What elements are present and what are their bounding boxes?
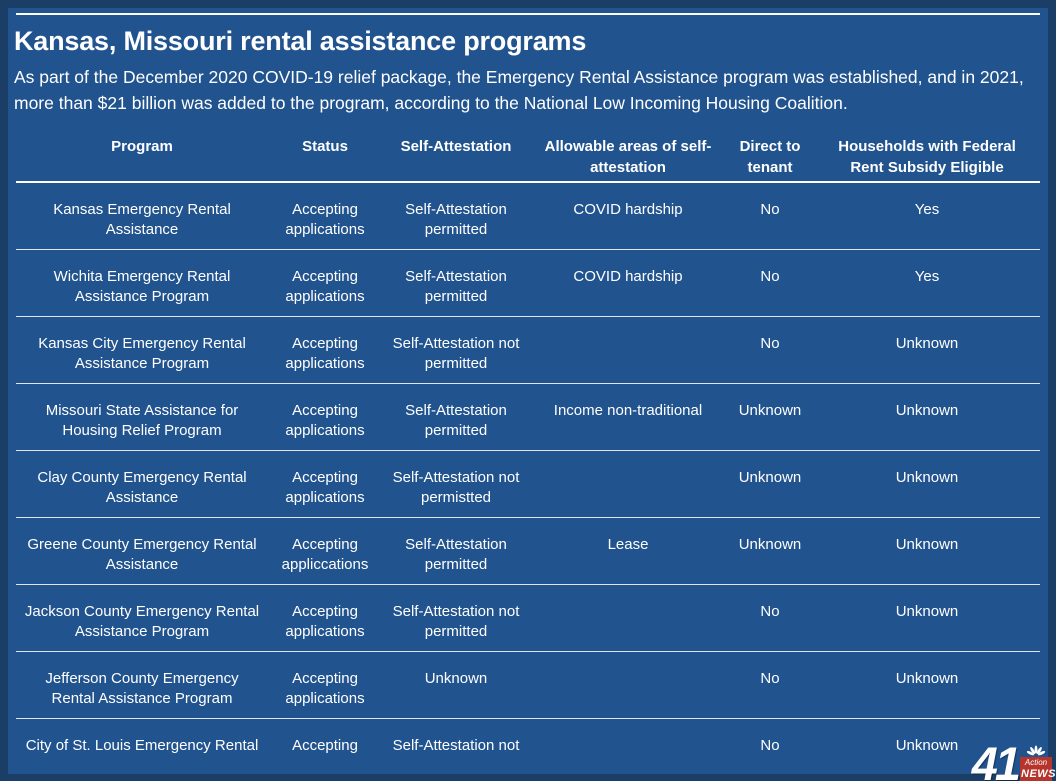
table-cell: No bbox=[760, 201, 780, 218]
header-cell-program: Program bbox=[111, 138, 173, 155]
table-cell: Clay County Emergency Rental Assistance bbox=[37, 469, 247, 506]
table-row: Kansas Emergency Rental Assistance Accep… bbox=[16, 183, 1040, 250]
table-cell: Unknown bbox=[738, 536, 802, 553]
table-cell: Wichita Emergency Rental Assistance Prog… bbox=[53, 268, 231, 305]
table-cell: Self-Attestation permitted bbox=[405, 402, 507, 439]
table-row: Missouri State Assistance for Housing Re… bbox=[16, 384, 1040, 451]
table-cell: Self-Attestation not bbox=[392, 737, 520, 754]
table-cell: No bbox=[760, 603, 780, 620]
table-cell bbox=[530, 652, 726, 718]
table-cell: Unknown bbox=[895, 536, 959, 553]
table-cell: Accepting applications bbox=[285, 335, 365, 372]
page-title: Kansas, Missouri rental assistance progr… bbox=[14, 26, 587, 56]
table-cell: Unknown bbox=[895, 469, 959, 486]
station-logo: 41 Action NEWS bbox=[971, 737, 1056, 781]
header-cell-federal-subsidy: Households with Federal Rent Subsidy Eli… bbox=[838, 138, 1016, 176]
table-cell: Kansas City Emergency Rental Assistance … bbox=[38, 335, 246, 372]
table-row: Jackson County Emergency Rental Assistan… bbox=[16, 585, 1040, 652]
table-cell: Unknown bbox=[895, 402, 959, 419]
table-cell: Lease bbox=[607, 536, 649, 553]
table-cell: Self-Attestation permitted bbox=[405, 268, 507, 305]
table-cell: Unknown bbox=[738, 402, 802, 419]
page-subtitle: As part of the December 2020 COVID-19 re… bbox=[14, 67, 1024, 113]
table-cell: Greene County Emergency Rental Assistanc… bbox=[27, 536, 257, 573]
table-cell: Self-Attestation permitted bbox=[405, 536, 507, 573]
logo-number-41: 41 bbox=[971, 737, 1021, 781]
table-cell: Accepting applications bbox=[285, 469, 365, 506]
table-cell: Accepting applications bbox=[285, 603, 365, 640]
header-cell-status: Status bbox=[302, 138, 348, 155]
table-cell: Unknown bbox=[424, 670, 488, 687]
table-row: Jefferson County Emergency Rental Assist… bbox=[16, 652, 1040, 719]
table-cell: COVID hardship bbox=[573, 268, 683, 285]
table-cell: Self-Attestation permitted bbox=[405, 201, 507, 238]
table-cell: Accepting applications bbox=[285, 268, 365, 305]
table-cell: COVID hardship bbox=[573, 201, 683, 218]
nbc-peacock-icon bbox=[1027, 745, 1045, 756]
table-cell: No bbox=[760, 335, 780, 352]
table-cell: Jefferson County Emergency Rental Assist… bbox=[45, 670, 239, 707]
table-row: City of St. Louis Emergency Rental Accep… bbox=[16, 719, 1040, 756]
table-cell: No bbox=[760, 670, 780, 687]
table-cell: Accepting applications bbox=[285, 201, 365, 238]
table-cell: Jackson County Emergency Rental Assistan… bbox=[24, 603, 260, 640]
table-cell: No bbox=[760, 737, 780, 754]
logo-brand-unit: Action NEWS bbox=[1020, 745, 1056, 781]
table-cell: Unknown bbox=[895, 335, 959, 352]
table-cell: Accepting applications bbox=[285, 402, 365, 439]
table-cell: Accepting appliccations bbox=[281, 536, 369, 573]
table-cell: Accepting bbox=[292, 737, 358, 754]
table-cell: No bbox=[760, 268, 780, 285]
table-cell: Accepting applications bbox=[285, 670, 365, 707]
table-cell: City of St. Louis Emergency Rental bbox=[25, 737, 259, 754]
table-row: Clay County Emergency Rental Assistance … bbox=[16, 451, 1040, 518]
table-row: Kansas City Emergency Rental Assistance … bbox=[16, 317, 1040, 384]
top-rule bbox=[16, 13, 1040, 15]
table-cell bbox=[530, 451, 726, 517]
table-cell bbox=[530, 719, 726, 756]
table-cell: Unknown bbox=[895, 737, 959, 754]
logo-news-label: NEWS bbox=[1020, 768, 1056, 781]
table-cell: Unknown bbox=[895, 603, 959, 620]
table-cell: Self-Attestation not permitted bbox=[392, 603, 520, 640]
content-panel: Kansas, Missouri rental assistance progr… bbox=[8, 8, 1048, 774]
table-cell: Missouri State Assistance for Housing Re… bbox=[45, 402, 239, 439]
table-row: Wichita Emergency Rental Assistance Prog… bbox=[16, 250, 1040, 317]
table-cell: Kansas Emergency Rental Assistance bbox=[53, 201, 231, 238]
table-cell: Unknown bbox=[895, 670, 959, 687]
data-table: Program Status Self-Attestation Allowabl… bbox=[16, 128, 1040, 756]
table-cell bbox=[530, 585, 726, 651]
table-row: Greene County Emergency Rental Assistanc… bbox=[16, 518, 1040, 585]
logo-action-label: Action bbox=[1020, 757, 1052, 768]
table-cell bbox=[530, 317, 726, 383]
table-cell: Unknown bbox=[738, 469, 802, 486]
header-cell-direct-to-tenant: Direct to tenant bbox=[739, 138, 801, 176]
table-cell: Yes bbox=[914, 201, 940, 218]
table-cell: Income non-traditional bbox=[553, 402, 703, 419]
table-cell: Self-Attestation not permistted bbox=[392, 469, 520, 506]
header-cell-allowable-areas: Allowable areas of self-attestation bbox=[544, 138, 712, 176]
table-cell: Self-Attestation not permitted bbox=[392, 335, 520, 372]
header-cell-self-attestation: Self-Attestation bbox=[400, 138, 512, 155]
table-cell: Yes bbox=[914, 268, 940, 285]
table-header-row: Program Status Self-Attestation Allowabl… bbox=[16, 128, 1040, 183]
